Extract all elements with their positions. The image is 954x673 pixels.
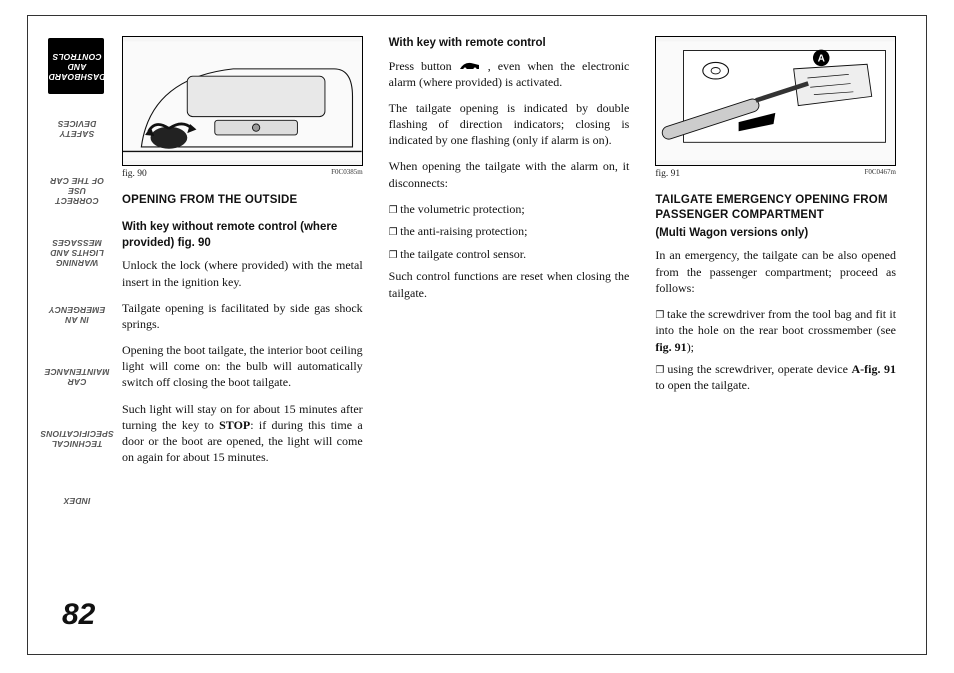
tab-technical-specs[interactable]: TECHNICALSPECIFICATIONS — [48, 410, 104, 466]
tab-warning-lights[interactable]: WARNINGLIGHTS ANDMESSAGES — [48, 224, 104, 280]
column-2: With key with remote control Press butto… — [389, 36, 630, 634]
heading-emergency-opening: TAILGATE EMERGENCY OPENING FROM PASSENGE… — [655, 193, 896, 224]
tab-dashboard-controls[interactable]: DASHBOARDAND CONTROLS — [48, 38, 104, 94]
column-3: A fig. 91 F0C0467m TAILGATE EMERGENCY OP… — [655, 36, 896, 634]
svg-text:A: A — [818, 54, 826, 65]
tab-index[interactable]: INDEX — [48, 472, 104, 528]
fig91-illustration: A — [656, 37, 895, 165]
tab-correct-use[interactable]: CORRECT USEOF THE CAR — [48, 162, 104, 218]
tab-emergency[interactable]: IN ANEMERGENCY — [48, 286, 104, 342]
col2-p2: The tailgate opening is indicated by dou… — [389, 100, 630, 149]
fig90-code: F0C0385m — [331, 168, 363, 181]
tab-maintenance[interactable]: CARMAINTENANCE — [48, 348, 104, 404]
col3-bullet-2: using the screwdriver, operate device A-… — [655, 361, 896, 394]
col2-p4: Such control functions are reset when cl… — [389, 268, 630, 300]
page-content: fig. 90 F0C0385m OPENING FROM THE OUTSID… — [104, 36, 896, 634]
section-tabs: DASHBOARDAND CONTROLS SAFETYDEVICES CORR… — [48, 36, 104, 634]
page-number: 82 — [62, 598, 95, 632]
figure-91: A — [655, 36, 896, 166]
col1-p1: Unlock the lock (where provided) with th… — [122, 257, 363, 289]
heading-opening-outside: OPENING FROM THE OUTSIDE — [122, 193, 363, 209]
subheading-with-remote: With key with remote control — [389, 36, 630, 52]
column-1: fig. 90 F0C0385m OPENING FROM THE OUTSID… — [122, 36, 363, 634]
subheading-without-remote: With key without remote control (where p… — [122, 220, 363, 251]
col2-bullet-1: the volumetric protection; — [389, 201, 630, 218]
fig91-code: F0C0467m — [865, 168, 897, 181]
trunk-open-icon — [459, 61, 481, 71]
fig90-illustration — [123, 37, 362, 165]
col2-bullet-2: the anti-raising protection; — [389, 223, 630, 240]
col1-p2: Tailgate opening is facilitated by side … — [122, 300, 363, 332]
col2-bullet-3: the tailgate control sensor. — [389, 246, 630, 263]
tab-safety-devices[interactable]: SAFETYDEVICES — [48, 100, 104, 156]
fig90-label: fig. 90 — [122, 168, 147, 181]
col3-bullet-1: take the screwdriver from the tool bag a… — [655, 306, 896, 355]
manual-page: DASHBOARDAND CONTROLS SAFETYDEVICES CORR… — [27, 15, 927, 655]
subheading-multi-wagon: (Multi Wagon versions only) — [655, 226, 896, 242]
col1-p3: Opening the boot tailgate, the interior … — [122, 342, 363, 391]
fig91-label: fig. 91 — [655, 168, 680, 181]
col3-p1: In an emergency, the tailgate can be als… — [655, 247, 896, 296]
col1-p4: Such light will stay on for about 15 min… — [122, 401, 363, 466]
figure-90 — [122, 36, 363, 166]
col2-p1: Press button , even when the electronic … — [389, 58, 630, 90]
col2-p3: When opening the tailgate with the alarm… — [389, 158, 630, 190]
